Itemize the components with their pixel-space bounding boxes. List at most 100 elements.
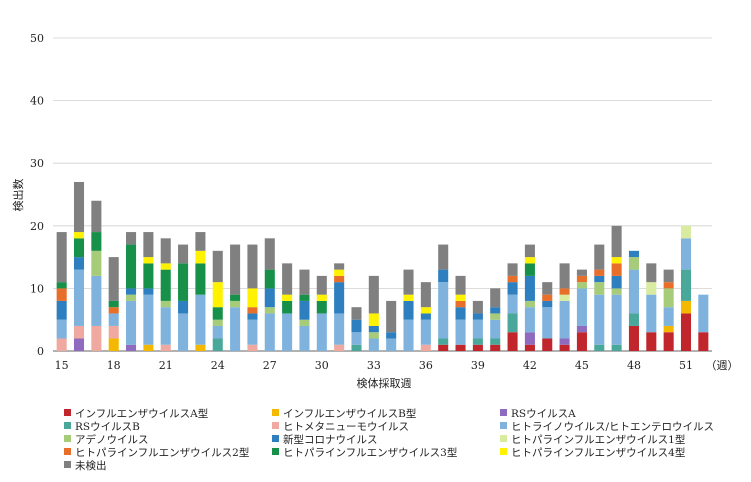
bar-segment	[282, 300, 293, 314]
bar-segment	[490, 307, 501, 314]
bar-segment	[56, 288, 67, 301]
bar-segment	[56, 300, 67, 320]
bar-segment	[490, 319, 501, 339]
bar-segment	[368, 325, 379, 333]
bar-segment	[195, 263, 206, 295]
legend-item: ヒトライノウイルス/ヒトエンテロウイルス	[500, 420, 714, 434]
bar-segment	[195, 250, 206, 264]
y-tick-label: 10	[30, 282, 44, 295]
bar-segment	[542, 294, 553, 301]
bar-segment	[247, 307, 258, 314]
y-tick-label: 0	[37, 345, 44, 358]
legend-swatch	[272, 422, 279, 429]
bar-segment	[282, 294, 293, 301]
x-tick-label: 27	[263, 359, 277, 372]
bar-segment	[646, 332, 657, 351]
legend-swatch	[272, 409, 279, 416]
bar-segment	[646, 282, 657, 295]
bar-segment	[264, 313, 275, 351]
legend-item: RSウイルスA	[500, 407, 576, 421]
bar-segment	[680, 238, 692, 270]
bar-segment	[212, 307, 223, 320]
x-tick-label: 39	[471, 359, 485, 372]
bar-segment	[368, 275, 379, 314]
bar-segment	[334, 263, 345, 270]
legend-swatch	[64, 448, 71, 455]
legend-item: アデノウイルス	[64, 433, 149, 447]
bar-segment	[334, 313, 345, 345]
bar-segment	[646, 294, 657, 333]
bar-segment	[334, 269, 345, 276]
bar-segment	[195, 344, 206, 351]
bar-segment	[160, 269, 171, 301]
bar-segment	[403, 300, 414, 320]
bar-segment	[299, 300, 310, 320]
bar-segment	[507, 294, 518, 314]
bar-segment	[264, 238, 275, 270]
bar-segment	[73, 325, 85, 339]
bar-segment	[91, 325, 102, 351]
bar-segment	[438, 269, 449, 283]
legend-item: ヒトパラインフルエンザウイルス1型	[500, 433, 685, 447]
legend-label: ヒトメタニューモウイルス	[283, 421, 409, 433]
bar-segment	[576, 332, 587, 351]
bar-segment	[455, 294, 466, 301]
x-tick-label: 15	[55, 359, 69, 372]
bar-segment	[73, 338, 85, 351]
bar-segment	[368, 332, 379, 339]
bar-segment	[160, 307, 171, 345]
bar-segment	[316, 300, 327, 314]
bar-segment	[264, 307, 275, 314]
bar-segment	[611, 344, 622, 351]
x-tick-label: 24	[211, 359, 225, 372]
bar-segment	[472, 313, 483, 320]
bar-segment	[91, 232, 102, 251]
bar-segment	[628, 313, 639, 326]
bar-segment	[126, 294, 137, 301]
bar-segment	[455, 319, 466, 345]
bar-segment	[73, 232, 85, 239]
bar-segment	[663, 282, 674, 289]
legend-item: ヒトパラインフルエンザウイルス2型	[64, 446, 249, 460]
bar-segment	[524, 344, 535, 351]
bar-segment	[507, 263, 518, 276]
legend-item: 未検出	[64, 459, 107, 473]
bar-segment	[143, 257, 154, 264]
bar-segment	[386, 338, 397, 351]
bar-segment	[611, 257, 622, 264]
bar-segment	[524, 244, 535, 258]
bar-segment	[420, 282, 431, 308]
bar-segment	[698, 294, 709, 333]
bar-segment	[108, 313, 119, 326]
bar-segment	[559, 344, 570, 351]
x-axis-title: 検体採取週	[357, 376, 412, 390]
x-tick-label: 30	[315, 359, 329, 372]
bar-segment	[628, 257, 639, 270]
bar-segment	[264, 269, 275, 289]
bar-segment	[594, 344, 605, 351]
bar-segment	[472, 344, 483, 351]
legend-label: 新型コロナウイルス	[283, 434, 378, 446]
bar-segment	[351, 344, 362, 351]
legend-item: ヒトパラインフルエンザウイルス3型	[272, 446, 457, 460]
x-tick-label: 51	[679, 359, 693, 372]
bar-segment	[73, 269, 85, 326]
bar-segment	[594, 294, 605, 345]
bar-segment	[160, 344, 171, 351]
legend-label: ヒトパラインフルエンザウイルス3型	[283, 447, 458, 459]
bar-segment	[126, 288, 137, 295]
bar-segment	[143, 232, 154, 258]
bar-segment	[455, 300, 466, 308]
bar-segment	[126, 344, 137, 351]
bar-segment	[126, 300, 137, 345]
legend-item: ヒトメタニューモウイルス	[272, 420, 409, 434]
bar-segment	[628, 250, 639, 258]
bar-segment	[299, 269, 310, 295]
legend-label: ヒトパラインフルエンザウイルス1型	[511, 434, 686, 446]
bar-segment	[611, 225, 622, 258]
bar-segment	[420, 319, 431, 345]
bar-segment	[403, 269, 414, 295]
legend-label: ヒトパラインフルエンザウイルス2型	[75, 447, 250, 459]
